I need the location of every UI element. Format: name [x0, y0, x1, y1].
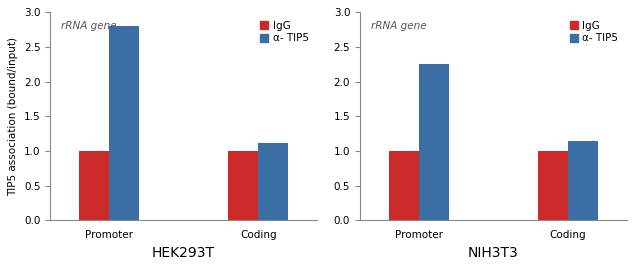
- Bar: [568, 141, 598, 220]
- X-axis label: NIH3T3: NIH3T3: [468, 246, 519, 260]
- Bar: [538, 151, 568, 220]
- Bar: [229, 151, 258, 220]
- X-axis label: HEK293T: HEK293T: [152, 246, 215, 260]
- Bar: [389, 151, 418, 220]
- Legend: IgG, α- TIP5: IgG, α- TIP5: [257, 17, 312, 46]
- Text: rRNA gene: rRNA gene: [61, 21, 117, 31]
- Bar: [79, 151, 109, 220]
- Legend: IgG, α- TIP5: IgG, α- TIP5: [566, 17, 622, 46]
- Bar: [418, 64, 448, 220]
- Bar: [109, 26, 139, 220]
- Bar: [258, 143, 288, 220]
- Y-axis label: TIP5 association (bound/input): TIP5 association (bound/input): [8, 37, 18, 196]
- Text: rRNA gene: rRNA gene: [371, 21, 426, 31]
